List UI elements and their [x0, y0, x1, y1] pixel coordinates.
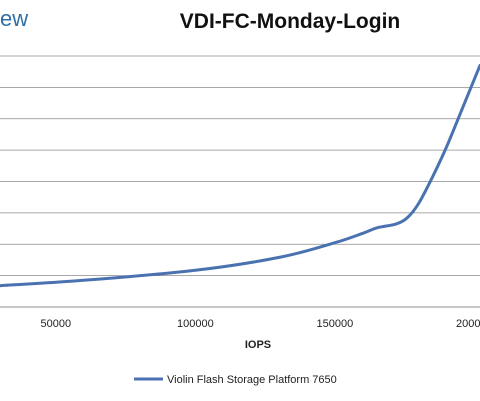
x-tick-label: 50000	[41, 318, 72, 330]
x-tick-label: 100000	[177, 318, 214, 330]
legend: Violin Flash Storage Platform 7650	[134, 374, 337, 386]
chart-title: VDI-FC-Monday-Login	[179, 10, 401, 33]
logo-text: ew	[0, 6, 29, 31]
x-tick-label: 200000	[456, 318, 480, 330]
x-axis-title: IOPS	[245, 339, 271, 351]
series-line-1	[0, 63, 480, 288]
grid-lines	[0, 55, 480, 308]
x-axis-ticks: 50000 100000 150000 200000	[41, 318, 480, 330]
x-tick-label: 150000	[317, 318, 354, 330]
legend-label-1: Violin Flash Storage Platform 7650	[167, 374, 337, 386]
plot-area	[0, 63, 480, 288]
